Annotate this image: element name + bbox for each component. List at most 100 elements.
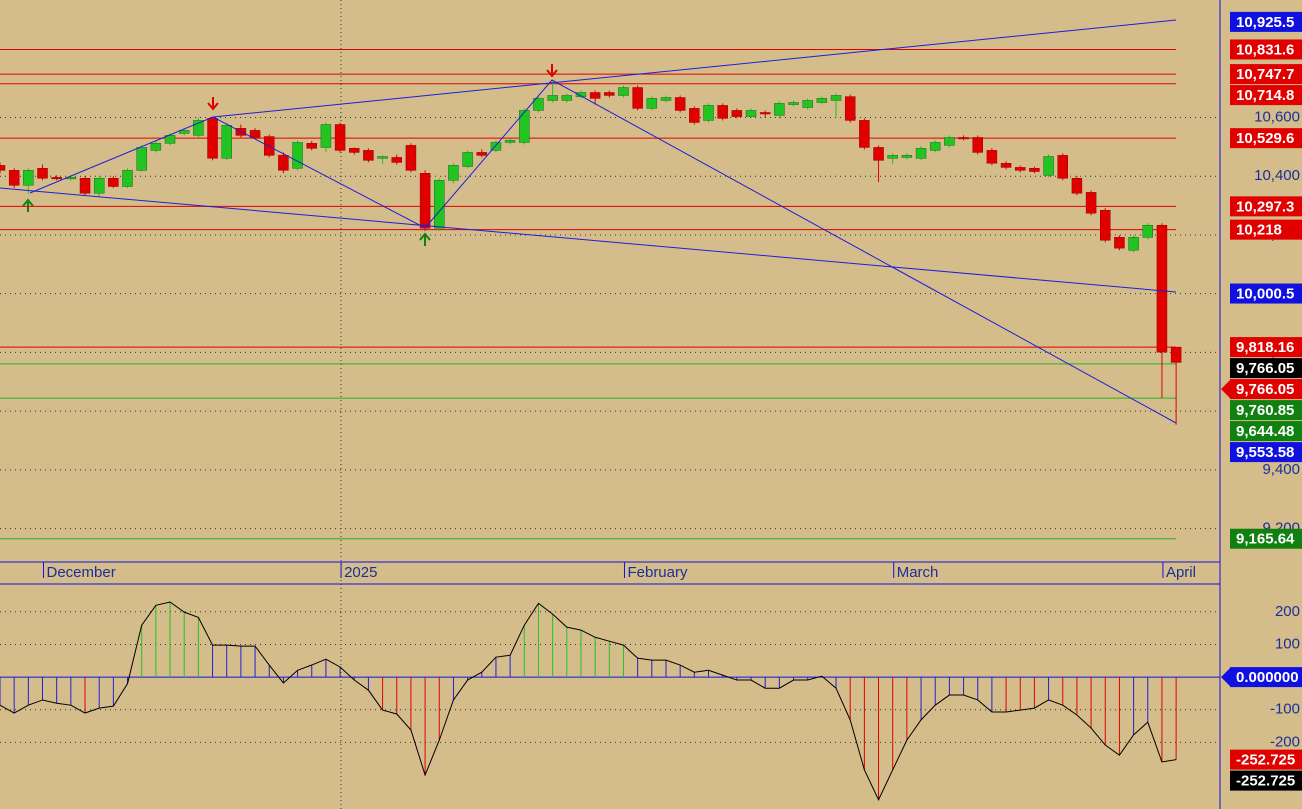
- candle-body: [292, 142, 303, 169]
- candle-body: [731, 110, 743, 117]
- candle-body: [1142, 225, 1154, 238]
- level-label: 9,760.85: [1236, 402, 1294, 419]
- candle-body: [929, 142, 941, 151]
- level-box: [1230, 770, 1302, 791]
- zigzag: [29, 79, 1177, 424]
- candle-body: [774, 103, 785, 116]
- level-box: [1230, 400, 1302, 421]
- buy-arrow: [22, 198, 34, 212]
- candle-body: [533, 98, 544, 111]
- level-label: 10,529.6: [1236, 130, 1294, 147]
- level-label: 9,165.64: [1236, 531, 1295, 548]
- y-tick-label: 9,400: [1262, 461, 1300, 478]
- candle-body: [79, 178, 91, 194]
- candle-body: [788, 102, 799, 105]
- sell-arrow: [546, 64, 558, 78]
- level-label: 10,747.7: [1236, 66, 1294, 83]
- candle-body: [320, 124, 332, 148]
- candle-body: [278, 155, 289, 171]
- y-tick-label: -100: [1270, 701, 1300, 718]
- candle-body: [490, 142, 502, 151]
- level-label: 10,218: [1236, 222, 1282, 239]
- candle-body: [547, 95, 558, 101]
- candle-body: [1100, 210, 1111, 241]
- trendlines: [0, 19, 1177, 424]
- candle-body: [1114, 237, 1125, 249]
- candle-body: [462, 152, 473, 167]
- candle-body: [1170, 346, 1182, 363]
- candle-body: [689, 108, 700, 123]
- candle-body: [561, 95, 573, 101]
- candle-body: [419, 173, 431, 229]
- level-box: [1230, 379, 1302, 400]
- level-label: 0.000000: [1236, 669, 1299, 686]
- level-label: 9,644.48: [1236, 423, 1294, 440]
- level-box: [1230, 196, 1302, 217]
- candle-body: [93, 178, 105, 194]
- level-box: [1230, 528, 1302, 549]
- candle-body: [164, 135, 176, 144]
- candle-body: [1000, 163, 1012, 168]
- y-tick-label: -200: [1270, 733, 1300, 750]
- candle-body: [589, 92, 601, 99]
- candle-body: [703, 105, 714, 121]
- candle-body: [221, 125, 232, 159]
- price-arrow: [1221, 668, 1230, 687]
- candle-body: [434, 180, 445, 229]
- candle-body: [519, 110, 530, 143]
- level-box: [1230, 749, 1302, 770]
- candle-body: [1156, 225, 1168, 353]
- candle-body: [816, 98, 828, 103]
- candle-body: [8, 170, 20, 186]
- candle-body: [377, 156, 388, 159]
- candle-body: [915, 148, 927, 159]
- candle-body: [873, 147, 884, 161]
- candle-body: [23, 170, 34, 186]
- candle-body: [207, 118, 218, 159]
- level-label: 10,925.5: [1236, 14, 1294, 31]
- candle-body: [986, 150, 998, 164]
- candle-body: [1071, 178, 1083, 194]
- candle-body: [802, 100, 813, 108]
- candle-body: [717, 105, 728, 119]
- candle-body: [306, 143, 317, 149]
- candle-body: [604, 92, 615, 96]
- candle-body: [1029, 168, 1040, 172]
- buy-arrow: [419, 232, 431, 246]
- candle-body: [37, 168, 48, 179]
- level-label: 10,714.8: [1236, 87, 1294, 104]
- candle-body: [632, 87, 643, 109]
- y-tick-label: 200: [1275, 603, 1300, 620]
- candle-body: [363, 150, 374, 161]
- candle-body: [1128, 237, 1139, 251]
- level-label: 10,297.3: [1236, 198, 1294, 215]
- x-tick-label: April: [1166, 564, 1196, 581]
- level-box: [1230, 283, 1302, 304]
- candle-body: [660, 97, 672, 101]
- x-tick-label: 2025: [344, 564, 377, 581]
- oscillator-line: [0, 601, 1177, 802]
- candle-body: [193, 120, 204, 136]
- candle-body: [249, 130, 261, 138]
- candle-body: [178, 130, 190, 134]
- candle-body: [476, 152, 488, 156]
- level-box: [1230, 128, 1302, 149]
- candle-body: [859, 120, 870, 148]
- level-label: 9,553.58: [1236, 444, 1294, 461]
- candle-body: [759, 112, 771, 115]
- candle-body: [901, 155, 913, 158]
- candle-body: [504, 140, 516, 143]
- level-box: [1230, 358, 1302, 379]
- candle-body: [972, 137, 983, 153]
- level-label: 9,766.05: [1236, 381, 1294, 398]
- candle-body: [448, 165, 459, 181]
- trendline: [212, 19, 1177, 118]
- level-box: [1230, 64, 1302, 85]
- x-tick-label: March: [897, 564, 939, 581]
- level-box: [1230, 421, 1302, 442]
- candle-body: [391, 157, 403, 163]
- candle-body: [575, 92, 587, 97]
- level-label: -252.725: [1236, 773, 1295, 790]
- level-box: [1230, 39, 1302, 60]
- candle-body: [674, 97, 686, 111]
